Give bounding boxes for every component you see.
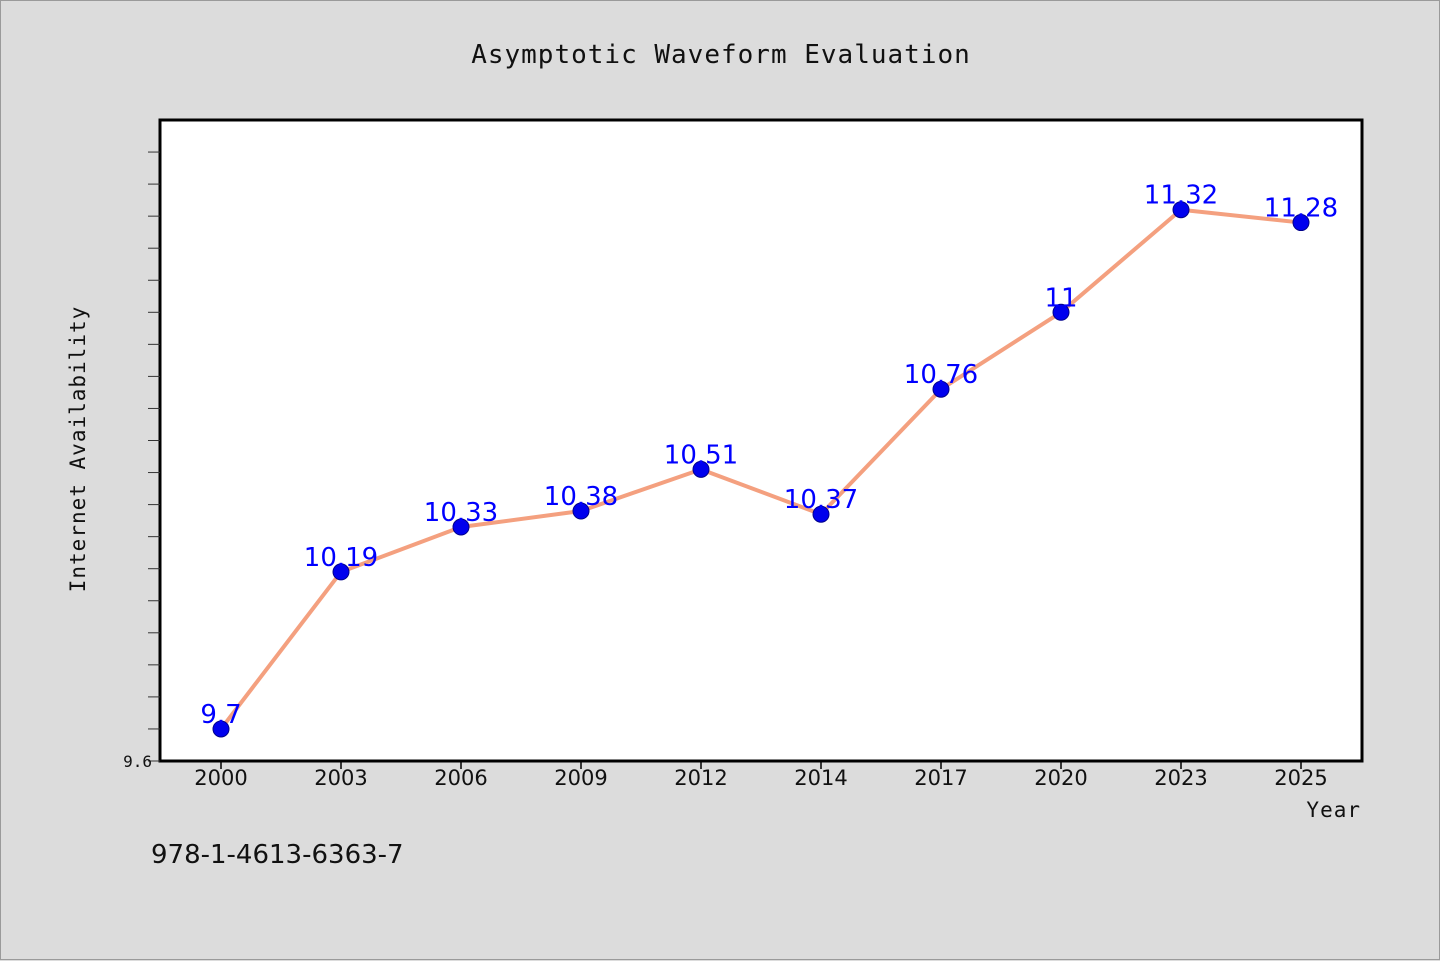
data-label: 10.76 [904,360,978,390]
series-line-group [219,207,1302,731]
x-tick-label: 2003 [314,766,367,790]
data-label: 11.32 [1144,181,1218,211]
chart-title: Asymptotic Waveform Evaluation [471,40,971,70]
y-axis-ticks: 9.6 [123,151,160,771]
data-label: 10.51 [664,440,738,470]
data-label: 10.33 [424,498,498,528]
data-label: 10.37 [784,485,858,515]
data-label: 9.7 [200,700,241,730]
data-point [1292,214,1310,232]
data-point [1172,201,1190,219]
data-point [452,518,470,536]
x-tick-label: 2009 [554,766,607,790]
data-label: 11 [1044,283,1077,313]
data-label: 11.28 [1264,194,1338,224]
data-point [1052,303,1070,321]
x-tick-label: 2006 [434,766,487,790]
x-tick-label: 2012 [674,766,727,790]
series-markers [212,201,1310,738]
data-point [932,380,950,398]
x-axis-ticks: 2000 2003 2006 2009 2012 2014 2017 2020 2023 2025 [194,761,1328,790]
data-label: 10.19 [304,543,378,573]
x-tick-label: 2023 [1154,766,1207,790]
data-labels: 9.7 10.19 10.33 10.38 10.51 10.37 10.76 11 11.32… [200,181,1338,730]
footnote-isbn: 978-1-4613-6363-7 [151,840,404,870]
data-point [332,563,350,581]
data-point [812,505,830,523]
series-line [219,207,1302,731]
x-tick-label: 2020 [1034,766,1087,790]
data-label: 10.38 [544,482,618,512]
x-tick-label: 2017 [914,766,967,790]
y-axis-label: Internet Availability [66,306,90,593]
x-tick-label: 2014 [794,766,847,790]
x-axis-label: Year [1306,798,1361,822]
x-tick-label: 2000 [194,766,247,790]
data-point [572,502,590,520]
x-tick-label: 2025 [1274,766,1327,790]
data-point [692,460,710,478]
data-point [212,720,230,738]
y-tick-label: 9.6 [123,752,152,771]
